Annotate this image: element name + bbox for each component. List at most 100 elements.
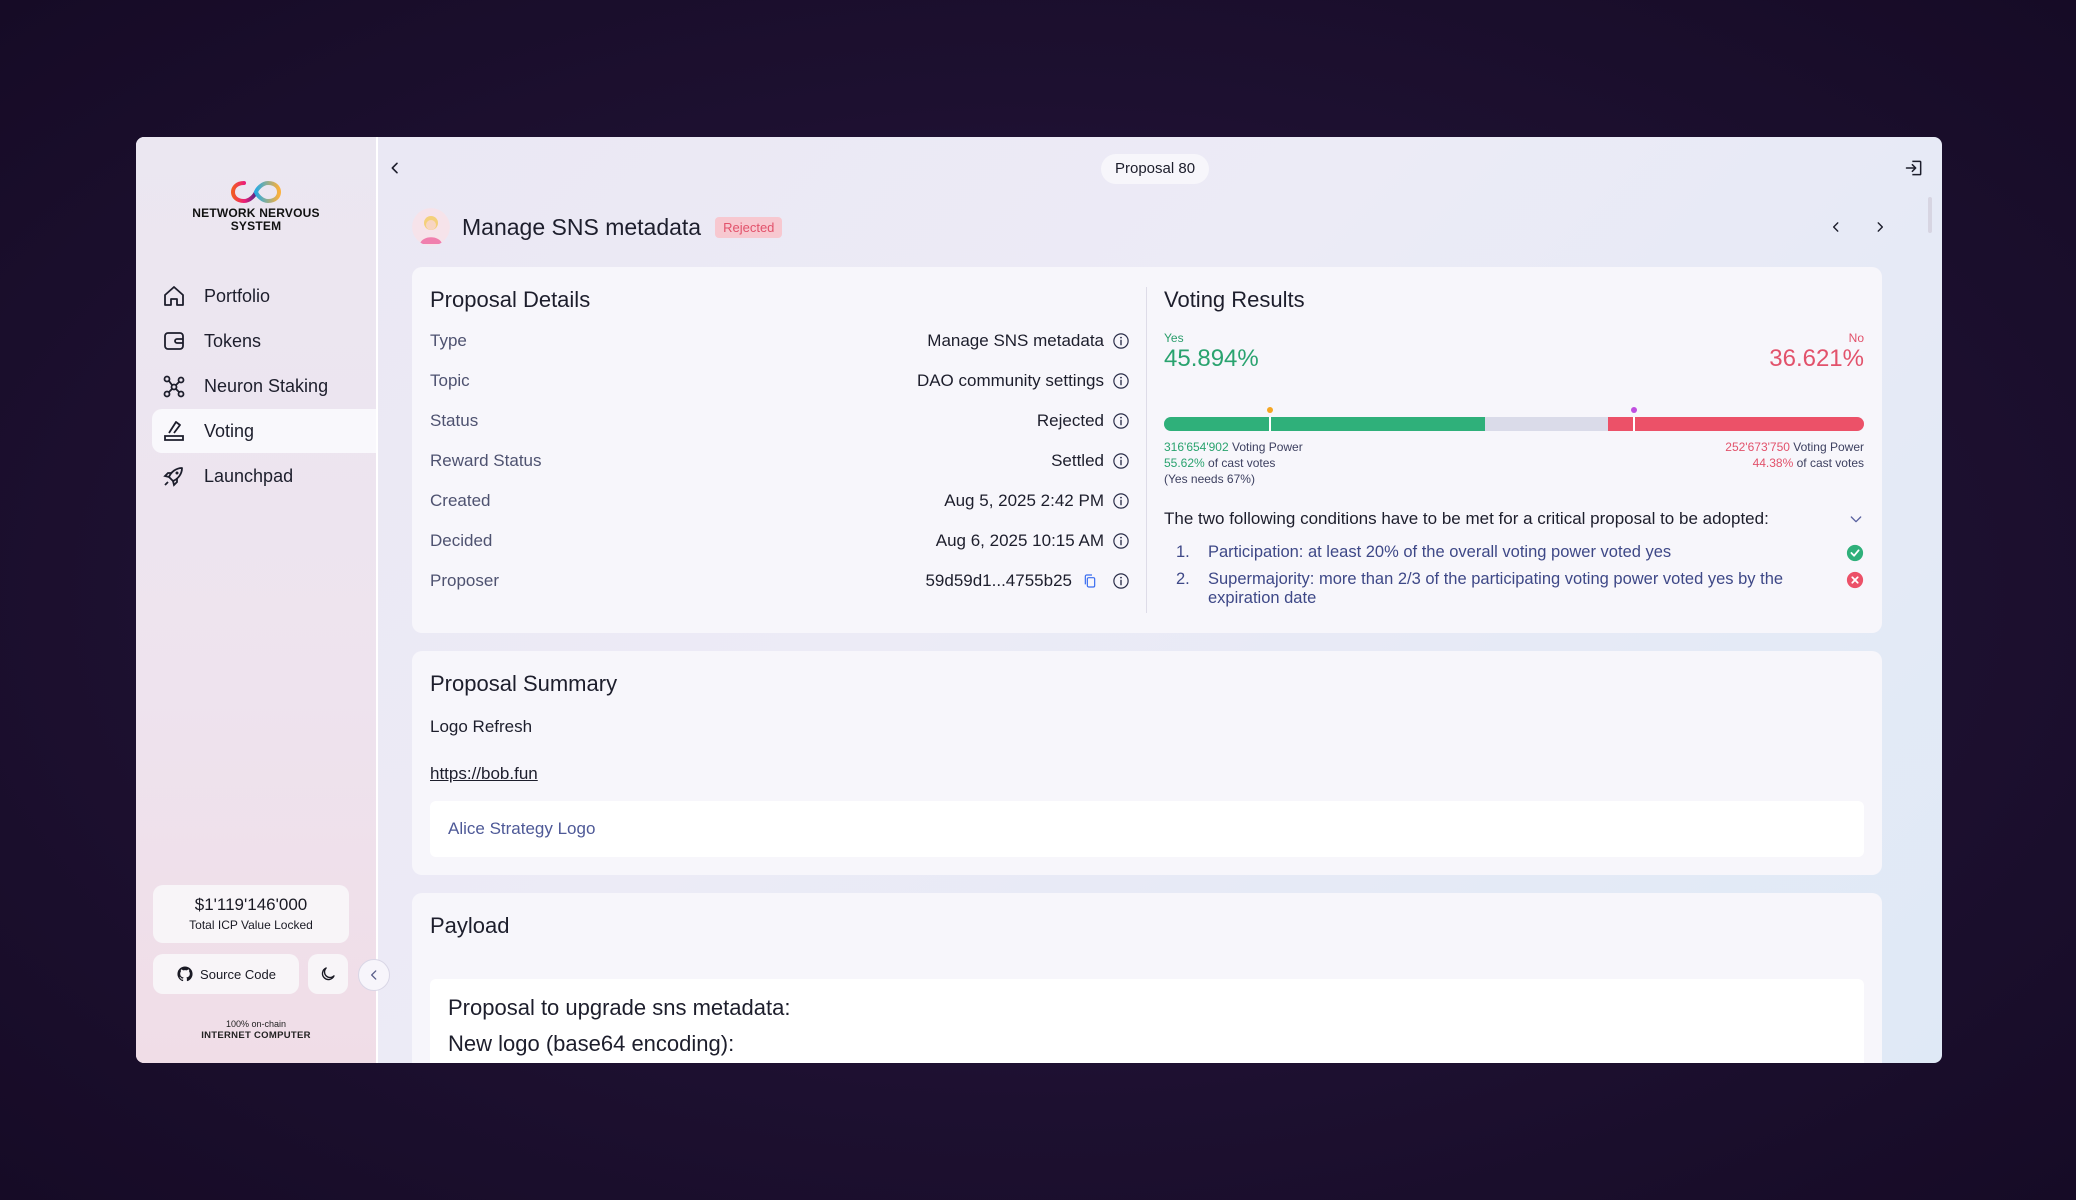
detail-value: Manage SNS metadata xyxy=(927,331,1130,351)
info-icon[interactable] xyxy=(1112,572,1130,590)
previous-proposal-button[interactable] xyxy=(1824,215,1848,239)
payload-line: Proposal to upgrade sns metadata: xyxy=(448,995,791,1020)
detail-label: Status xyxy=(430,411,479,430)
yes-needs-note: (Yes needs 67%) xyxy=(1164,472,1255,486)
no-bar xyxy=(1607,417,1864,431)
detail-row: Decided Aug 6, 2025 10:15 AM xyxy=(430,521,1130,561)
cast-votes-label: of cast votes xyxy=(1796,456,1864,470)
condition-text: Supermajority: more than 2/3 of the part… xyxy=(1208,570,1784,607)
yes-power-value: 316'654'902 xyxy=(1164,440,1229,454)
detail-value: Aug 6, 2025 10:15 AM xyxy=(936,531,1130,551)
payload-card: Payload Proposal to upgrade sns metadata… xyxy=(412,893,1882,1063)
no-voting-power: 252'673'750 Voting Power 44.38% of cast … xyxy=(1725,439,1864,471)
yes-voting-power: 316'654'902 Voting Power 55.62% of cast … xyxy=(1164,439,1303,487)
detail-value-text: Settled xyxy=(1051,451,1104,470)
sidebar-item-portfolio[interactable]: Portfolio xyxy=(152,274,376,318)
yes-percent: 45.894% xyxy=(1164,345,1259,372)
proposal-title-row: Manage SNS metadata Rejected xyxy=(412,207,1892,247)
detail-label: Proposer xyxy=(430,571,499,590)
proposal-navigation xyxy=(1824,215,1892,239)
summary-link[interactable]: https://bob.fun xyxy=(430,764,538,783)
proposal-details-card: Proposal Details Type Manage SNS metadata… xyxy=(412,267,1882,633)
nns-logo[interactable]: NETWORK NERVOUS SYSTEM xyxy=(186,179,326,233)
yes-threshold-tick xyxy=(1269,417,1271,431)
rocket-icon xyxy=(163,467,183,487)
condition-text: Participation: at least 20% of the overa… xyxy=(1208,543,1672,561)
total-value-locked: $1'119'146'000 Total ICP Value Locked xyxy=(153,885,349,943)
back-button[interactable] xyxy=(381,154,409,182)
home-icon xyxy=(164,286,184,306)
logo-text: NETWORK NERVOUS SYSTEM xyxy=(192,206,320,233)
cast-votes-label: of cast votes xyxy=(1208,456,1276,470)
info-icon[interactable] xyxy=(1112,452,1130,470)
neuron-icon xyxy=(163,375,185,398)
page-title-pill: Proposal 80 xyxy=(1101,154,1210,184)
voting-icon xyxy=(164,421,184,441)
info-icon[interactable] xyxy=(1112,492,1130,510)
detail-label: Type xyxy=(430,331,467,350)
main-content: Proposal 80 Manage SNS metadata Rejected xyxy=(376,137,1942,1063)
detail-value-text: 59d59d1...4755b25 xyxy=(925,571,1072,590)
no-threshold-tick xyxy=(1632,417,1635,431)
sidebar-item-label: Voting xyxy=(204,420,255,441)
scrollbar[interactable] xyxy=(1928,197,1932,233)
yes-cast-value: 55.62% xyxy=(1164,456,1205,470)
summary-text: Logo Refresh xyxy=(430,717,533,736)
github-icon xyxy=(177,966,193,982)
chevron-left-icon xyxy=(391,162,398,174)
yes-bar xyxy=(1164,417,1486,431)
proposal-title: Manage SNS metadata xyxy=(462,213,702,240)
info-icon[interactable] xyxy=(1112,372,1130,390)
detail-row: Proposer 59d59d1...4755b25 xyxy=(430,561,1130,601)
proposal-details: Proposal Details Type Manage SNS metadata… xyxy=(430,287,1130,601)
condition-number: 2. xyxy=(1176,570,1190,588)
sidebar-item-label: Tokens xyxy=(204,330,262,351)
logout-icon xyxy=(1905,160,1922,176)
detail-row: Created Aug 5, 2025 2:42 PM xyxy=(430,481,1130,521)
conditions-title: The two following conditions have to be … xyxy=(1164,509,1769,528)
condition-number: 1. xyxy=(1176,543,1190,561)
footer-bottom-text: INTERNET COMPUTER xyxy=(201,1030,311,1041)
x-circle-icon xyxy=(1846,571,1864,589)
detail-value: 59d59d1...4755b25 xyxy=(925,571,1130,591)
info-icon[interactable] xyxy=(1112,332,1130,350)
detail-value-text: DAO community settings xyxy=(916,371,1104,390)
tvl-value: $1'119'146'000 xyxy=(194,895,308,914)
sidebar-item-tokens[interactable]: Tokens xyxy=(152,319,376,363)
sidebar-item-voting[interactable]: Voting xyxy=(152,409,376,453)
source-code-label: Source Code xyxy=(200,966,276,982)
sidebar-item-neuron-staking[interactable]: Neuron Staking xyxy=(152,364,376,408)
moon-icon xyxy=(321,967,335,981)
proposal-summary-card: Proposal Summary Logo Refresh https://bo… xyxy=(412,651,1882,875)
app-window: NETWORK NERVOUS SYSTEM Portfolio Tokens … xyxy=(136,137,1942,1063)
next-proposal-button[interactable] xyxy=(1868,215,1892,239)
detail-label: Reward Status xyxy=(430,451,542,470)
chevron-left-icon xyxy=(1832,222,1839,232)
conditions-toggle[interactable]: The two following conditions have to be … xyxy=(1164,509,1864,529)
detail-row: Reward Status Settled xyxy=(430,441,1130,481)
copy-icon[interactable] xyxy=(1082,573,1098,589)
source-code-button[interactable]: Source Code xyxy=(153,954,299,994)
chevron-right-icon xyxy=(1877,222,1884,232)
voting-progress-bar xyxy=(1164,417,1864,431)
payload-line: New logo (base64 encoding): xyxy=(448,1031,735,1056)
collapse-sidebar-button[interactable] xyxy=(358,959,390,991)
no-percent: 36.621% xyxy=(1769,345,1864,372)
detail-row: Topic DAO community settings xyxy=(430,361,1130,401)
logout-button[interactable] xyxy=(1900,154,1928,182)
detail-value: DAO community settings xyxy=(917,371,1130,391)
info-icon[interactable] xyxy=(1112,532,1130,550)
tvl-label: Total ICP Value Locked xyxy=(189,918,313,932)
info-icon[interactable] xyxy=(1112,412,1130,430)
sidebar-item-label: Launchpad xyxy=(204,465,294,486)
internet-computer-badge[interactable]: 100% on-chain INTERNET COMPUTER xyxy=(176,1019,336,1041)
detail-value-text: Aug 5, 2025 2:42 PM xyxy=(944,491,1104,510)
proposer-avatar xyxy=(412,208,450,246)
theme-toggle-button[interactable] xyxy=(308,954,348,994)
sidebar-item-launchpad[interactable]: Launchpad xyxy=(152,454,376,498)
details-heading: Proposal Details xyxy=(430,287,591,312)
infinity-logo-icon xyxy=(231,180,281,204)
footer-top-text: 100% on-chain xyxy=(225,1019,287,1029)
voting-power-label: Voting Power xyxy=(1232,440,1303,454)
detail-value: Aug 5, 2025 2:42 PM xyxy=(944,491,1130,511)
